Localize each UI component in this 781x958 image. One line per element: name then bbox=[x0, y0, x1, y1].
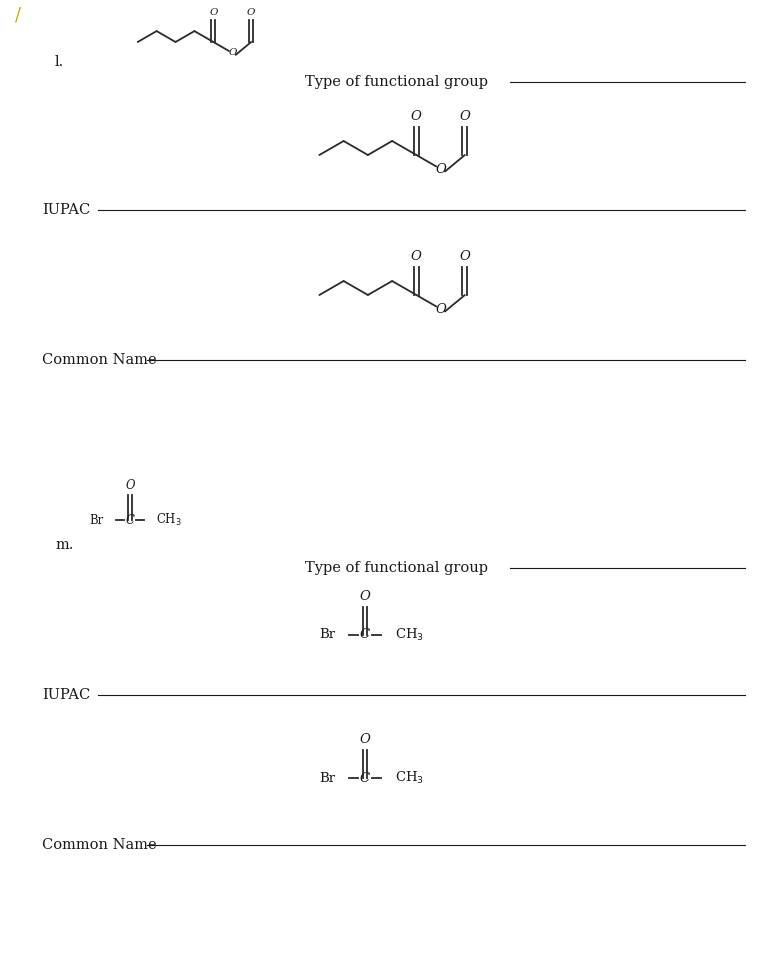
Text: CH$_3$: CH$_3$ bbox=[156, 512, 182, 528]
Text: C: C bbox=[360, 771, 370, 785]
Text: C: C bbox=[126, 513, 134, 527]
Text: O: O bbox=[247, 8, 255, 17]
Text: m.: m. bbox=[55, 538, 73, 552]
Text: O: O bbox=[209, 8, 218, 17]
Text: O: O bbox=[435, 163, 446, 175]
Text: CH$_3$: CH$_3$ bbox=[395, 627, 424, 643]
Text: O: O bbox=[125, 479, 135, 491]
Text: l.: l. bbox=[55, 55, 64, 69]
Text: Br: Br bbox=[319, 771, 335, 785]
Text: IUPAC: IUPAC bbox=[42, 203, 91, 217]
Text: C: C bbox=[360, 628, 370, 642]
Text: Common Name: Common Name bbox=[42, 838, 157, 852]
Text: O: O bbox=[435, 303, 446, 315]
Text: Br: Br bbox=[319, 628, 335, 642]
Text: O: O bbox=[359, 590, 370, 603]
Text: Common Name: Common Name bbox=[42, 353, 157, 367]
Text: Type of functional group: Type of functional group bbox=[305, 75, 488, 89]
Text: O: O bbox=[228, 49, 237, 57]
Text: O: O bbox=[411, 250, 422, 263]
Text: Br: Br bbox=[90, 513, 104, 527]
Text: /: / bbox=[15, 6, 21, 24]
Text: CH$_3$: CH$_3$ bbox=[395, 770, 424, 787]
Text: Type of functional group: Type of functional group bbox=[305, 561, 488, 575]
Text: O: O bbox=[459, 250, 470, 263]
Text: O: O bbox=[411, 110, 422, 123]
Text: O: O bbox=[359, 733, 370, 746]
Text: O: O bbox=[459, 110, 470, 123]
Text: IUPAC: IUPAC bbox=[42, 688, 91, 702]
